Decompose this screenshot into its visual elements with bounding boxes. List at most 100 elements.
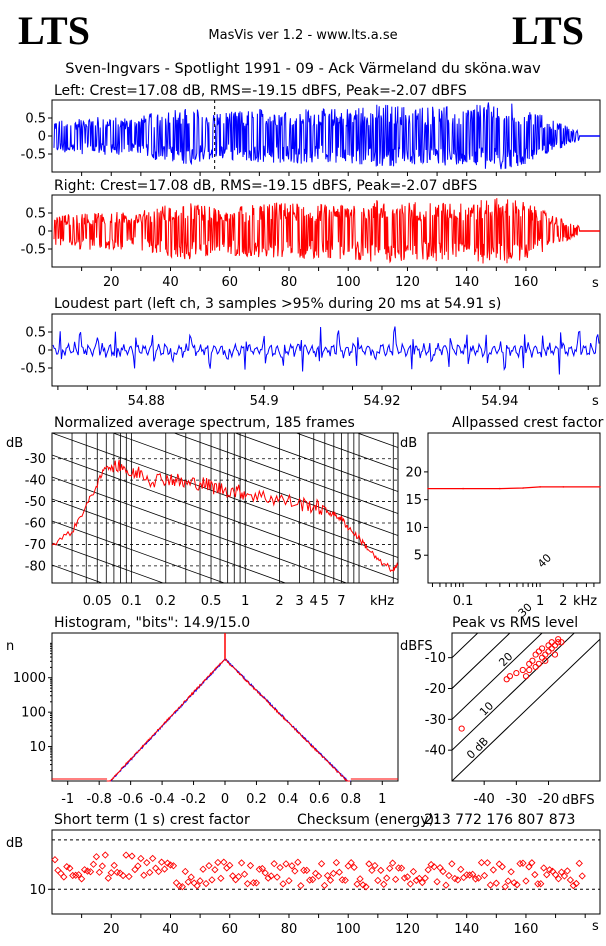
short-crest-point [454,876,462,884]
short-crest-xunit: s [592,919,599,934]
right-xtick-label: 80 [281,275,298,290]
peak-rms-point [545,648,552,655]
histogram-ytick-label: 1000 [13,671,46,686]
crest-allpass-point [599,486,601,488]
loudest-xtick-label: 54.92 [363,394,400,409]
peak-rms-point [513,669,520,677]
loudest-xunit: s [592,394,599,409]
short-crest-point [66,864,74,872]
short-crest-point [486,881,495,889]
histogram-xtick-label: -0.8 [86,792,111,807]
short-crest-point [270,860,278,868]
short-crest-point [519,859,527,867]
spectrum-xtick-label: 3 [295,594,303,609]
short-crest-title: Short term (1 s) crest factor [54,812,250,828]
loudest-title: Loudest part (left ch, 3 samples >95% du… [54,296,501,312]
short-crest-point [60,873,68,881]
logo-left: LTS [18,8,90,53]
short-crest-point [273,873,281,881]
short-crest-point [560,872,569,880]
short-crest-point [380,880,388,888]
peak-rms-xtick-label: -30 [506,792,527,807]
loudest-xtick-label: 54.88 [128,394,165,409]
short-crest-frame [51,829,601,915]
left-title: Left: Crest=17.08 dB, RMS=-19.15 dBFS, P… [54,83,467,99]
short-crest-point [445,871,453,880]
short-crest-point [303,866,311,875]
short-crest-point [143,859,151,867]
histogram-xtick-label: 0.4 [278,792,299,807]
file-name: Sven-Ingvars - Spotlight 1991 - 09 - Ack… [65,61,541,77]
short-crest-point [335,868,343,876]
peak-rms-point [526,666,533,674]
spectrum-grid [52,433,398,583]
short-crest-point [163,859,172,867]
peak-rms-ytick-label: -20 [425,682,446,697]
peak-rms-diagonal [452,638,600,781]
peak-rms-point [555,639,562,646]
short-crest-point [187,873,195,881]
short-crest-xtick-label: 20 [103,922,120,937]
short-crest-point [418,878,426,887]
short-crest-point [543,871,551,879]
short-crest-point [149,854,157,863]
histogram-xtick-label: 0.2 [246,792,267,807]
right-waveform [53,198,600,264]
short-crest-point [516,859,524,868]
short-crest-ytick-label: 10 [29,883,46,898]
short-crest-point [492,879,500,887]
short-crest-point [391,875,400,883]
short-crest-point [371,861,379,870]
crest-allpass-ytick-label: 20 [405,465,422,480]
peak-rms-ylabel: dBFS [400,639,433,654]
spectrum-frame [51,432,399,584]
spectrum-slope-line [52,454,398,580]
short-crest-point [291,867,299,875]
histogram-ylabel: n [6,639,14,654]
histogram-xtick-label: -0.2 [181,792,206,807]
checksum-label: Checksum (energy): [297,812,439,828]
short-crest-point [415,874,423,883]
crest-allpass-ytick-label: 10 [405,521,422,536]
histogram-left-curve [107,657,351,782]
short-crest-point [178,883,186,891]
spectrum-xtick-label: 5 [321,594,329,609]
short-crest-point [365,860,373,868]
peak-rms-diag-label: 10 [477,699,496,718]
spectrum-ytick-label: -80 [25,559,46,574]
short-crest-point [137,854,145,863]
short-crest-point [463,871,471,879]
crest-xunit: kHz [573,594,597,609]
short-crest-point [202,879,210,888]
spectrum-slope-line [52,542,165,583]
short-crest-point [246,861,255,870]
spectrum-curve [52,459,398,573]
logo-right: LTS [512,8,584,53]
short-crest-point [448,860,456,868]
peak-rms-frame [451,632,601,782]
short-crest-point [578,872,586,880]
spectrum-xtick-label: 2 [275,594,283,609]
short-crest-point [483,859,492,867]
peak-rms-point [532,651,539,658]
crest-allpass-ytick-label: 15 [405,493,422,508]
spectrum-ylabel: dB [6,436,23,451]
crest-allpass-point [562,486,565,488]
short-crest-point [54,866,62,874]
short-crest-ylabel: dB [6,836,23,851]
peak-rms-ytick-label: -30 [425,713,446,728]
histogram-ytick-label: 10 [29,740,46,755]
peak-rms-point [542,657,549,664]
spectrum-slope-line [52,520,226,583]
peak-rms-title: Peak vs RMS level [452,615,578,631]
spectrum-xtick-label: 7 [337,594,345,609]
short-crest-point [394,864,403,872]
short-crest-point [400,874,409,882]
peak-rms-point [503,676,510,683]
left-waveform [53,102,600,170]
short-crest-point [255,865,263,873]
peak-rms-point [522,673,530,680]
short-crest-point [217,874,225,882]
short-crest-point [249,879,258,887]
